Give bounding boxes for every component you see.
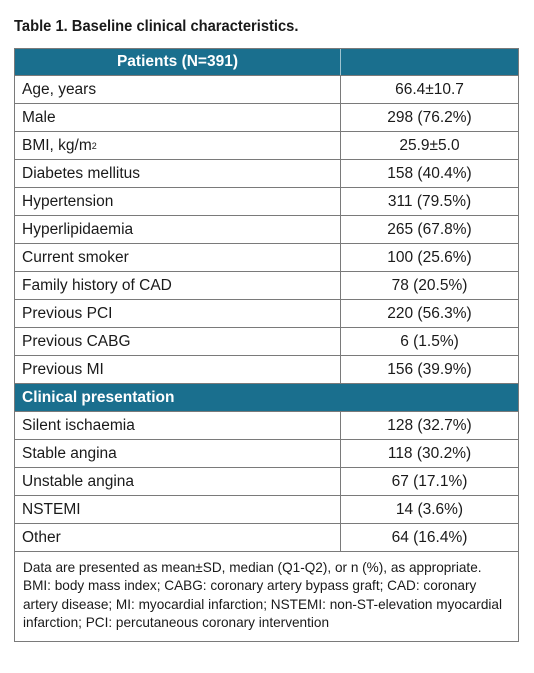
row-label: Current smoker <box>15 244 341 271</box>
row-value: 6 (1.5%) <box>400 332 459 350</box>
table-row: Diabetes mellitus 158 (40.4%) <box>15 160 518 188</box>
row-label: Unstable angina <box>15 468 341 495</box>
row-value: 311 (79.5%) <box>387 192 472 210</box>
row-value: 78 (20.5%) <box>391 276 468 294</box>
header-value <box>341 49 518 75</box>
table-header-row: Patients (N=391) <box>15 49 518 76</box>
row-label: Hypertension <box>15 188 341 215</box>
table-footnote: Data are presented as mean±SD, median (Q… <box>23 560 502 631</box>
section-header-row: Clinical presentation <box>15 384 518 412</box>
row-value: 128 (32.7%) <box>387 416 472 434</box>
row-label: Stable angina <box>15 440 341 467</box>
table-row: Age, years 66.4±10.7 <box>15 76 518 104</box>
row-value: 67 (17.1%) <box>391 472 468 490</box>
header-label: Patients (N=391) <box>15 49 341 75</box>
row-value: 66.4±10.7 <box>395 80 464 98</box>
row-label: Male <box>15 104 341 131</box>
table-row: Hyperlipidaemia 265 (67.8%) <box>15 216 518 244</box>
table-row: Current smoker 100 (25.6%) <box>15 244 518 272</box>
row-label: Family history of CAD <box>15 272 341 299</box>
row-label: BMI, kg/m <box>22 136 92 154</box>
row-value: 25.9±5.0 <box>399 136 460 154</box>
row-value: 14 (3.6%) <box>395 500 464 518</box>
table-row: Previous MI 156 (39.9%) <box>15 356 518 384</box>
row-label: Previous PCI <box>15 300 341 327</box>
table-row: Family history of CAD 78 (20.5%) <box>15 272 518 300</box>
baseline-characteristics-table: Patients (N=391) Age, years 66.4±10.7 Ma… <box>14 48 519 642</box>
row-value: 118 (30.2%) <box>387 444 472 462</box>
row-label: Age, years <box>15 76 341 103</box>
table-row: NSTEMI 14 (3.6%) <box>15 496 518 524</box>
table-row: Other 64 (16.4%) <box>15 524 518 552</box>
table-row: BMI, kg/m 2 25.9±5.0 <box>15 132 518 160</box>
row-label: NSTEMI <box>15 496 341 523</box>
table-row: Male 298 (76.2%) <box>15 104 518 132</box>
row-label: Silent ischaemia <box>15 412 341 439</box>
table-row: Stable angina 118 (30.2%) <box>15 440 518 468</box>
row-label: Previous MI <box>15 356 341 383</box>
table-row: Previous PCI 220 (56.3%) <box>15 300 518 328</box>
row-value: 64 (16.4%) <box>391 528 468 546</box>
table-title: Table 1. Baseline clinical characteristi… <box>14 18 299 35</box>
row-label: Other <box>15 524 341 551</box>
row-value: 298 (76.2%) <box>387 108 472 126</box>
row-value: 220 (56.3%) <box>387 304 472 322</box>
row-label: Previous CABG <box>15 328 341 355</box>
row-value: 158 (40.4%) <box>387 164 472 182</box>
row-label: Diabetes mellitus <box>15 160 341 187</box>
table-row: Unstable angina 67 (17.1%) <box>15 468 518 496</box>
row-value: 156 (39.9%) <box>387 360 472 378</box>
table-row: Silent ischaemia 128 (32.7%) <box>15 412 518 440</box>
row-label-container: BMI, kg/m 2 <box>15 132 341 159</box>
row-label: Hyperlipidaemia <box>15 216 341 243</box>
section-label: Clinical presentation <box>22 388 175 406</box>
row-value: 265 (67.8%) <box>387 220 472 238</box>
table-row: Previous CABG 6 (1.5%) <box>15 328 518 356</box>
table-row: Hypertension 311 (79.5%) <box>15 188 518 216</box>
row-value: 100 (25.6%) <box>387 248 472 266</box>
